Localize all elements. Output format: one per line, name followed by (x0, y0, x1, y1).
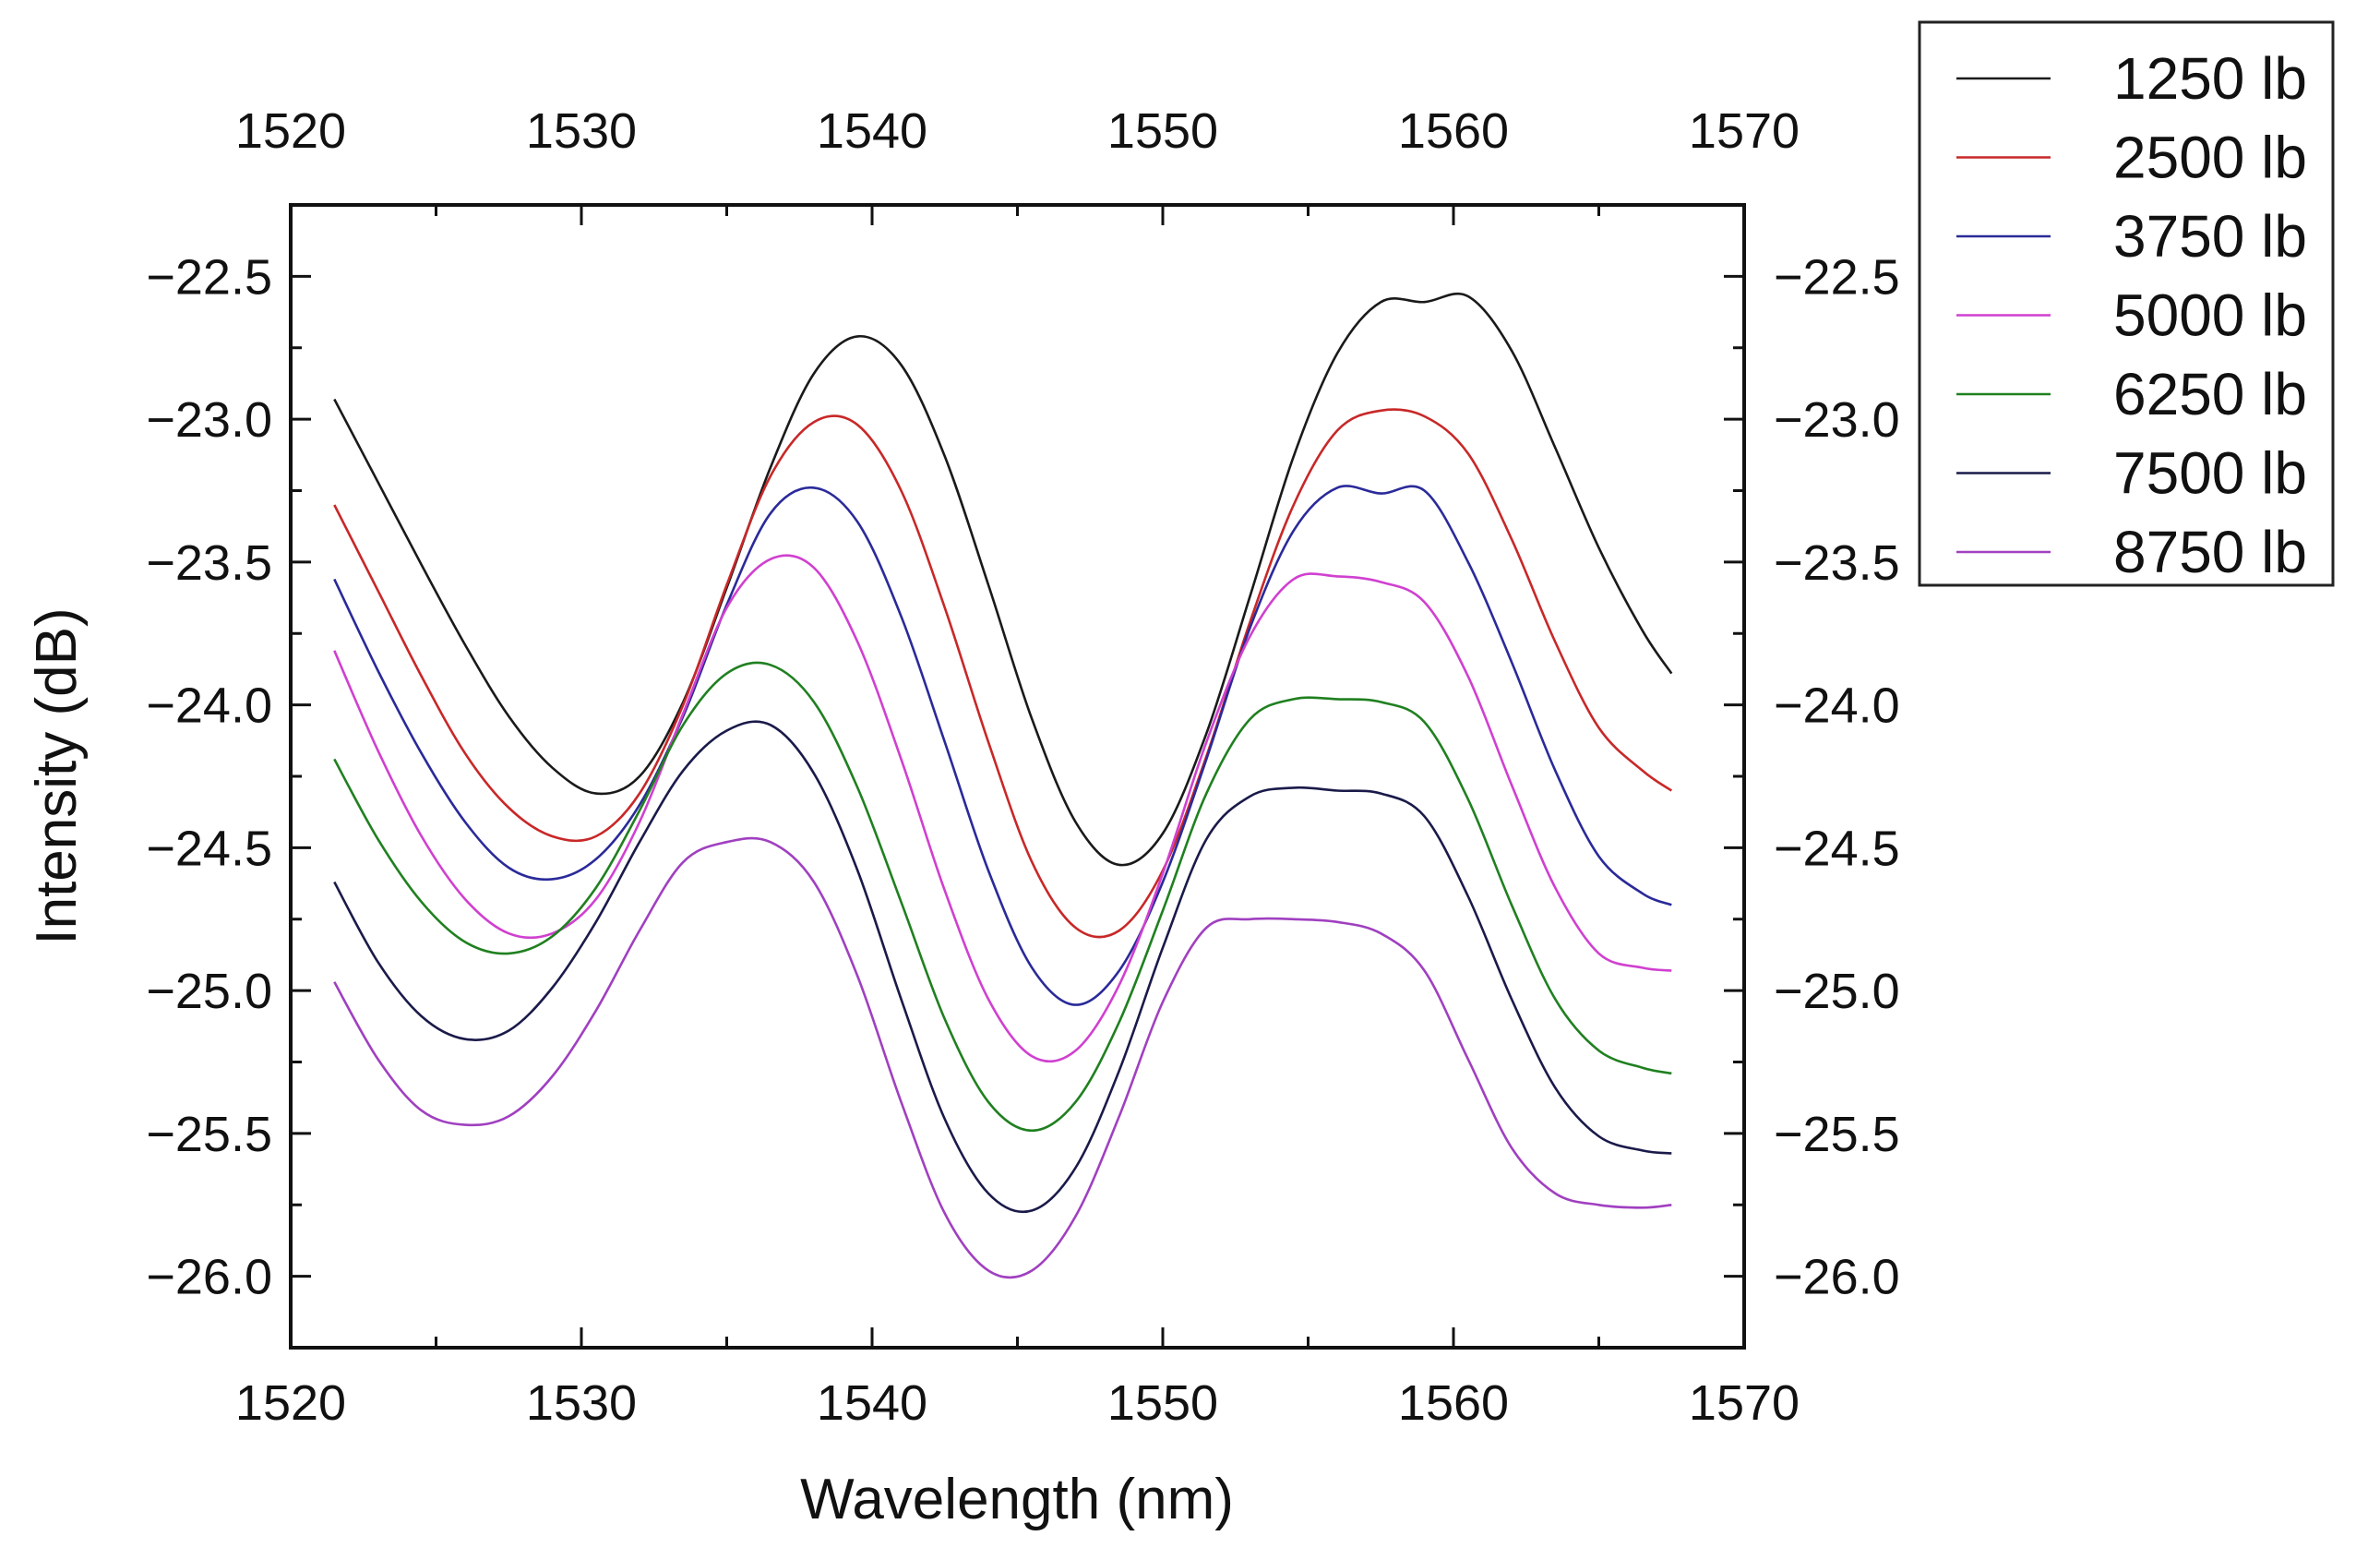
y-tick-label-right: −25.0 (1774, 964, 1900, 1019)
x-tick-label-bottom: 1520 (235, 1375, 346, 1431)
y-tick-label-left: −25.5 (146, 1107, 272, 1162)
legend-label: 2500 lb (2113, 125, 2307, 191)
legend-label: 3750 lb (2113, 203, 2307, 270)
y-tick-label-right: −22.5 (1774, 249, 1900, 305)
series-line-6250-lb (333, 661, 1672, 1133)
series-line-5000-lb (333, 554, 1672, 1063)
y-tick-label-right: −23.0 (1774, 392, 1900, 448)
y-tick-label-right: −23.5 (1774, 535, 1900, 591)
x-tick-label-bottom: 1560 (1398, 1375, 1509, 1431)
y-tick-label-left: −24.5 (146, 821, 272, 876)
x-tick-label-top: 1550 (1107, 103, 1218, 159)
x-tick-label-top: 1570 (1689, 103, 1800, 159)
legend-label: 8750 lb (2113, 519, 2307, 585)
legend-label: 6250 lb (2113, 361, 2307, 427)
legend-label: 1250 lb (2113, 45, 2307, 112)
x-axis-title: Wavelength (nm) (800, 1468, 1234, 1531)
y-tick-label-right: −26.0 (1774, 1250, 1900, 1305)
series-line-2500-lb (333, 408, 1673, 939)
x-tick-label-top: 1540 (817, 103, 927, 159)
series-line-7500-lb (333, 720, 1672, 1214)
x-tick-label-top: 1530 (526, 103, 637, 159)
series-line-3750-lb (333, 485, 1672, 1006)
legend-label: 5000 lb (2113, 282, 2307, 349)
y-tick-label-right: −25.5 (1774, 1107, 1900, 1162)
y-tick-label-left: −26.0 (146, 1250, 272, 1305)
legend-frame (1918, 20, 2335, 587)
x-tick-label-bottom: 1570 (1689, 1375, 1800, 1431)
y-tick-label-left: −23.0 (146, 392, 272, 448)
y-axis-title: Intensity (dB) (25, 607, 89, 944)
x-tick-label-bottom: 1530 (526, 1375, 637, 1431)
x-tick-label-top: 1520 (235, 103, 346, 159)
x-tick-label-bottom: 1540 (817, 1375, 927, 1431)
legend-label: 7500 lb (2113, 440, 2307, 507)
y-tick-label-left: −22.5 (146, 249, 272, 305)
series-line-8750-lb (333, 836, 1672, 1279)
y-tick-label-left: −23.5 (146, 535, 272, 591)
x-tick-label-top: 1560 (1398, 103, 1509, 159)
y-tick-label-right: −24.0 (1774, 678, 1900, 734)
y-tick-label-right: −24.5 (1774, 821, 1900, 876)
y-tick-label-left: −24.0 (146, 678, 272, 734)
y-tick-label-left: −25.0 (146, 964, 272, 1019)
plot-frame (289, 203, 1746, 1350)
series-line-1250-lb (333, 292, 1673, 867)
legend: 1250 lb 2500 lb 3750 lb 5000 lb 6250 lb 7500 … (1918, 20, 2335, 587)
x-tick-label-bottom: 1550 (1107, 1375, 1218, 1431)
